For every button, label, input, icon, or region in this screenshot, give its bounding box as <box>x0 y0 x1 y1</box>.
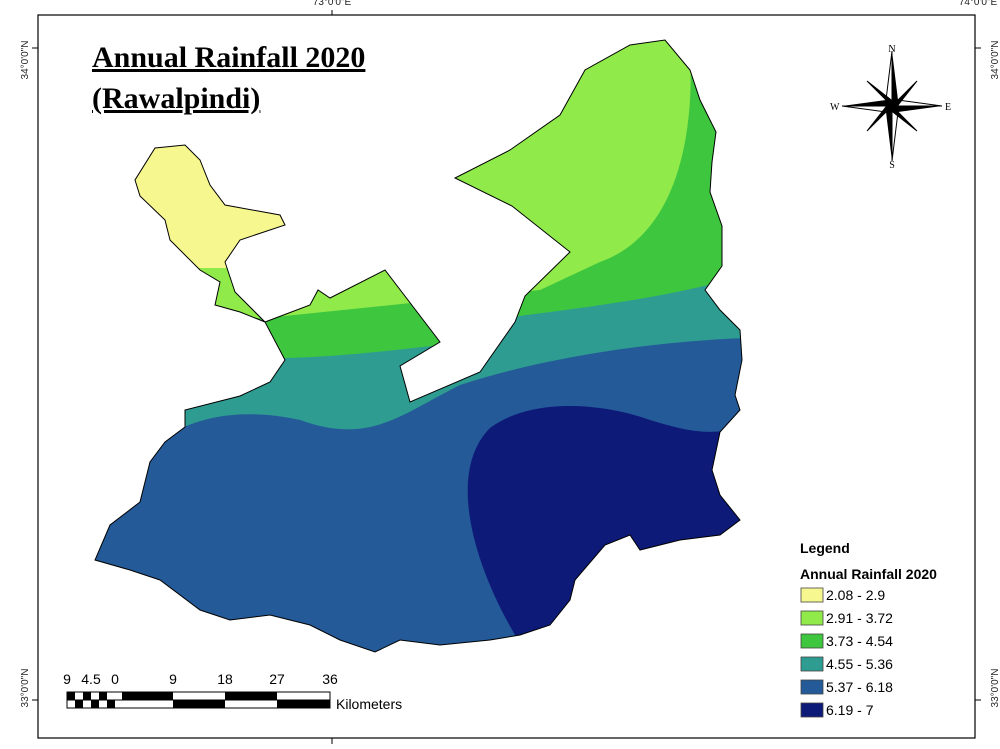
scale-label: 27 <box>269 671 285 687</box>
legend-swatch <box>800 587 824 603</box>
compass-w: W <box>830 102 840 113</box>
scale-label: 36 <box>322 671 338 687</box>
map-title: Annual Rainfall 2020 <box>92 41 365 74</box>
coordinate-label: 73°0'0"E <box>313 0 352 8</box>
compass-s: S <box>889 160 895 171</box>
compass-e: E <box>945 102 951 113</box>
legend-label: 5.37 - 6.18 <box>826 679 893 695</box>
legend-swatch <box>800 679 824 695</box>
scale-bar: 9 4.5 0 9 18 27 36 Kilometers <box>63 671 402 712</box>
graticule-ticks <box>32 10 981 744</box>
scale-label: 9 <box>63 671 71 687</box>
compass-n: N <box>888 44 895 55</box>
legend-swatch <box>800 610 824 626</box>
map-frame <box>37 14 976 739</box>
zone <box>467 406 742 652</box>
legend-label: 6.19 - 7 <box>826 702 874 718</box>
scale-label: 9 <box>169 671 177 687</box>
legend-swatch <box>800 702 824 718</box>
legend-title: Annual Rainfall 2020 <box>800 566 937 582</box>
scale-unit: Kilometers <box>336 696 402 712</box>
legend-label: 3.73 - 4.54 <box>826 633 893 649</box>
coordinate-label: 74°0'0"E <box>959 0 998 8</box>
legend-swatch <box>800 656 824 672</box>
legend-label: 4.55 - 5.36 <box>826 656 893 672</box>
legend-swatch <box>800 633 824 649</box>
scale-label: 18 <box>217 671 233 687</box>
legend-label: 2.91 - 3.72 <box>826 610 893 626</box>
legend-heading: Legend <box>800 540 850 556</box>
scale-label: 0 <box>111 671 119 687</box>
coordinate-label: 33°0'0"N <box>990 669 1000 708</box>
legend: Legend Annual Rainfall 2020 2.08 - 2.9 2.… <box>800 540 937 718</box>
scale-label: 4.5 <box>81 671 101 687</box>
coordinate-label: 34°0'0"N <box>990 41 1000 80</box>
legend-label: 2.08 - 2.9 <box>826 587 885 603</box>
map-title: (Rawalpindi) <box>92 82 260 115</box>
coordinate-label: 34°0'0"N <box>20 41 31 80</box>
coordinate-label: 33°0'0"N <box>20 669 31 708</box>
compass-rose: N S E W <box>830 44 951 171</box>
